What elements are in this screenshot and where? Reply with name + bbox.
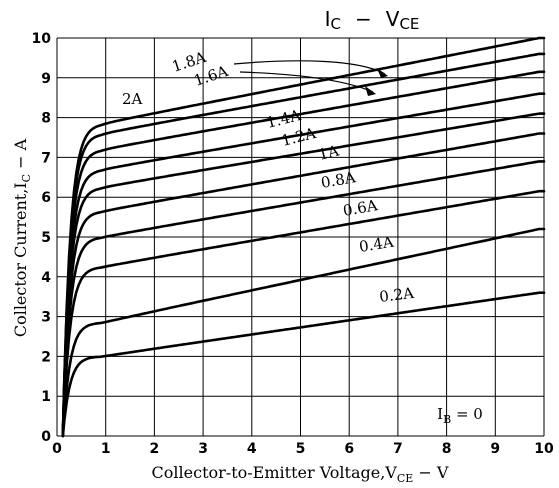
y-tick-label: 4 <box>41 270 51 286</box>
curve-ib-0-6a <box>61 189 546 438</box>
y-tick-label: 5 <box>41 230 51 246</box>
x-tick-label: 3 <box>198 441 208 457</box>
series-label-1-2a: 1.2A <box>280 124 318 150</box>
grid <box>56 37 545 437</box>
y-tick-label: 10 <box>32 31 52 47</box>
x-tick-label: 2 <box>150 441 160 457</box>
series-label-0-2a: 0.2A <box>378 284 415 306</box>
curve-ib-0-4a <box>61 227 546 438</box>
curve-ib-2a <box>61 36 546 438</box>
curve-ib-1-8a <box>61 52 546 438</box>
curve-ib-1a <box>61 132 546 438</box>
arrow-1-6a-head <box>365 86 376 96</box>
y-tick-label: 3 <box>41 310 51 326</box>
x-tick-label: 8 <box>442 441 452 457</box>
x-tick-label: 7 <box>393 441 403 457</box>
series-label-1a: 1A <box>317 141 341 163</box>
series-label-0-8a: 0.8A <box>320 168 357 192</box>
curve-ib-0-8a <box>61 160 546 438</box>
y-axis-label: Collector Current,IC − A <box>11 138 33 337</box>
y-tick-label: 1 <box>41 389 51 405</box>
curve-ib-1-2a <box>61 112 546 438</box>
x-tick-label: 9 <box>490 441 500 457</box>
arrow-1-6a <box>239 71 374 93</box>
y-tick-label: 9 <box>41 71 51 87</box>
x-tick-label: 6 <box>344 441 354 457</box>
y-tick-label: 7 <box>41 150 51 166</box>
series-label-0-6a: 0.6A <box>342 196 379 220</box>
curves <box>61 36 546 438</box>
x-axis-label: Collector-to-Emitter Voltage,VCE − V <box>152 463 449 485</box>
curve-ib-1-4a <box>61 92 546 438</box>
series-label-2a: 2A <box>122 90 143 108</box>
arrow-1-8a <box>233 60 386 75</box>
y-tick-label: 0 <box>41 429 51 445</box>
y-tick-label: 6 <box>41 190 51 206</box>
x-tick-label: 1 <box>101 441 111 457</box>
x-tick-label: 4 <box>247 441 257 457</box>
x-tick-label: 0 <box>52 441 62 457</box>
x-tick-label: 5 <box>296 441 306 457</box>
curve-ib-1-6a <box>61 70 546 438</box>
y-tick-label: 2 <box>41 349 51 365</box>
x-tick-label: 10 <box>534 441 554 457</box>
tick-labels: 0 1 2 3 4 5 6 7 8 9 10 0 1 2 3 4 5 6 7 8 9 10 <box>32 31 554 457</box>
curve-ib-0-2a <box>61 291 546 438</box>
y-tick-label: 8 <box>41 111 51 127</box>
ib-zero-label: IB = 0 <box>437 405 483 426</box>
arrow-1-8a-head <box>377 68 388 78</box>
chart-title: IC − VCE <box>325 7 420 33</box>
series-label-0-4a: 0.4A <box>358 233 395 256</box>
